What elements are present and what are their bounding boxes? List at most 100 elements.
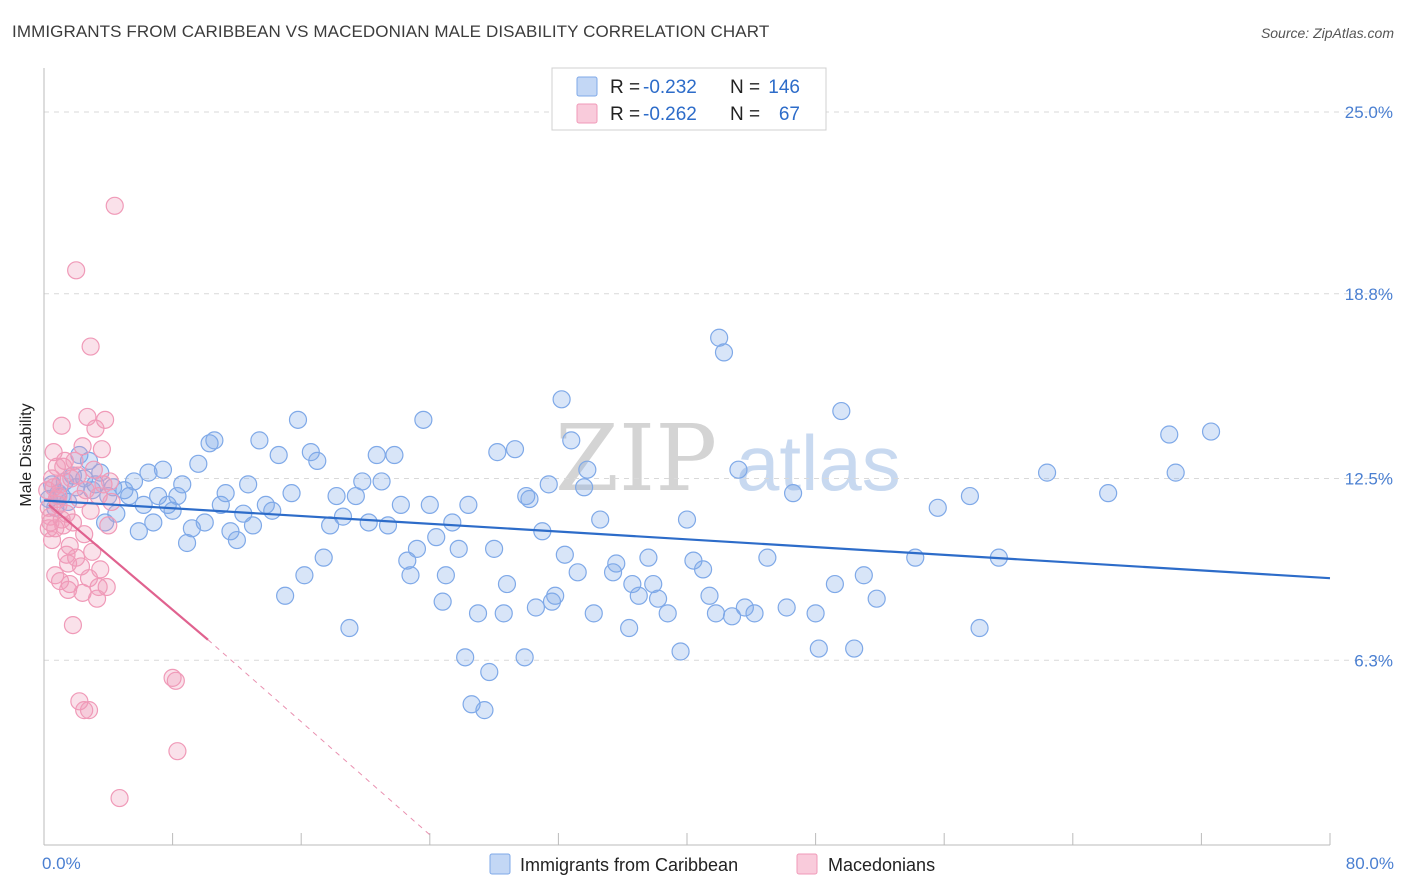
data-point [578, 460, 597, 479]
data-point [110, 788, 129, 808]
data-point [73, 437, 92, 456]
data-point [867, 589, 886, 608]
data-point [729, 460, 748, 479]
data-point [189, 454, 208, 473]
data-point [81, 337, 100, 356]
data-point [722, 607, 742, 626]
data-point [282, 484, 301, 503]
data-point [552, 390, 571, 409]
data-point [263, 501, 282, 520]
legend-swatch-caribbean [576, 76, 598, 97]
data-point [658, 604, 677, 623]
data-point [436, 566, 455, 585]
data-point [809, 639, 828, 658]
data-point [68, 466, 87, 485]
data-point [163, 501, 182, 520]
data-point [65, 451, 84, 470]
data-point [44, 478, 63, 497]
gridlines [44, 111, 1392, 661]
data-point [47, 489, 66, 509]
data-point [79, 701, 99, 720]
data-point [575, 478, 594, 497]
legend-n-label-1: N = [730, 104, 760, 125]
data-point [59, 554, 78, 573]
data-point [216, 484, 235, 503]
data-point [542, 592, 562, 611]
data-point [239, 475, 258, 494]
data-point [420, 495, 439, 514]
data-point [706, 604, 726, 623]
bottom-legend-swatch-caribbean [489, 853, 511, 875]
data-point [407, 539, 427, 558]
data-point [494, 604, 513, 623]
data-point [568, 563, 587, 582]
data-point [340, 618, 359, 638]
data-point [735, 598, 754, 617]
data-point [134, 495, 153, 514]
data-point [163, 668, 182, 687]
data-point [308, 451, 327, 470]
data-point [288, 410, 308, 429]
data-point [195, 513, 214, 532]
data-point [227, 530, 246, 550]
series-caribbean-points [39, 328, 1221, 720]
data-point [433, 592, 452, 611]
y-tick-label: 18.8% [1345, 285, 1393, 304]
data-point [1037, 463, 1057, 482]
data-point [63, 513, 83, 532]
y-tick-labels: 6.3% 12.5% 18.8% 25.0% [1345, 103, 1393, 670]
data-point [693, 560, 713, 579]
data-point [67, 261, 86, 280]
data-point [1201, 422, 1221, 441]
data-point [52, 510, 71, 529]
data-point [671, 642, 690, 661]
watermark: ZIP atlas [555, 405, 901, 512]
data-point [700, 586, 719, 605]
data-point [639, 548, 658, 567]
legend-box [551, 67, 827, 131]
data-point [46, 566, 65, 585]
data-point [367, 445, 386, 465]
data-point [497, 574, 517, 594]
legend-n-value-1: 67 [779, 104, 800, 125]
data-point [168, 742, 187, 761]
data-point [427, 528, 446, 547]
data-point [783, 484, 803, 503]
data-point [211, 495, 230, 514]
legend-r-value-1: -0.262 [643, 104, 697, 125]
data-point [468, 604, 488, 623]
data-point [52, 416, 71, 435]
data-point [825, 574, 844, 594]
data-point [42, 530, 62, 550]
data-point [276, 586, 295, 605]
data-point [1099, 484, 1118, 503]
data-point [677, 510, 697, 529]
data-point [105, 196, 124, 215]
data-point [60, 574, 79, 594]
data-point [475, 701, 494, 720]
data-point [629, 586, 648, 605]
data-point [243, 516, 263, 535]
data-point [714, 343, 734, 362]
y-tick-label: 25.0% [1345, 103, 1393, 122]
data-point [584, 604, 603, 623]
legend-r-value-0: -0.232 [643, 77, 697, 98]
data-point [520, 489, 539, 509]
bottom-legend-label-caribbean: Immigrants from Caribbean [520, 855, 738, 875]
chart-title: IMMIGRANTS FROM CARIBBEAN VS MACEDONIAN … [12, 22, 770, 41]
data-point [153, 460, 173, 479]
data-point [832, 401, 851, 421]
data-point [505, 440, 525, 459]
data-point [359, 513, 378, 532]
y-tick-label: 6.3% [1354, 651, 1393, 670]
data-point [970, 618, 989, 638]
data-point [124, 472, 144, 491]
data-point [960, 486, 980, 506]
watermark-atlas: atlas [736, 419, 901, 507]
data-point [1166, 463, 1185, 482]
x-ticks [43, 833, 1331, 845]
data-point [515, 648, 534, 667]
data-point [385, 445, 404, 465]
data-point [648, 589, 668, 608]
trend-line-caribbean [43, 499, 1331, 580]
